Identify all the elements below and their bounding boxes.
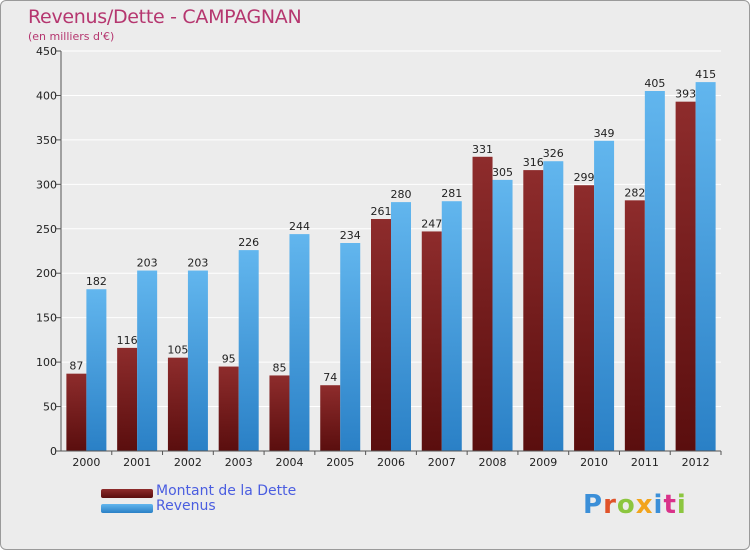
- value-label-debt-2003: 95: [222, 353, 236, 366]
- legend-label-debt: Montant de la Dette: [156, 483, 297, 499]
- logo-letter-4: i: [653, 490, 664, 520]
- x-tick-label-2002: 2002: [174, 456, 202, 469]
- y-tick-label-400: 400: [36, 89, 57, 102]
- value-label-revenue-2005: 234: [340, 229, 361, 242]
- value-label-revenue-2004: 244: [289, 220, 310, 233]
- value-label-revenue-2009: 326: [543, 147, 564, 160]
- bars: [66, 82, 716, 452]
- bar-debt-2008: [472, 156, 493, 451]
- bar-debt-2003: [218, 366, 239, 451]
- bar-revenue-2002: [187, 270, 208, 451]
- y-tick-label-150: 150: [36, 312, 57, 325]
- value-label-revenue-2003: 226: [238, 236, 259, 249]
- labels: 0 50 100 150 200 250 300 350 400 450 2000 87 182 2001…: [36, 45, 716, 469]
- value-label-debt-2000: 87: [69, 360, 83, 373]
- bar-debt-2012: [675, 101, 696, 452]
- bar-debt-2001: [117, 347, 138, 451]
- bar-debt-2004: [269, 375, 290, 451]
- value-label-revenue-2000: 182: [86, 275, 107, 288]
- value-label-debt-2002: 105: [167, 344, 188, 357]
- proxiti-logo: Proxiti: [583, 490, 687, 520]
- x-tick-label-2009: 2009: [529, 456, 557, 469]
- legend-label-revenue: Revenus: [156, 498, 216, 514]
- bar-revenue-2001: [137, 270, 158, 451]
- x-tick-label-2008: 2008: [479, 456, 507, 469]
- x-tick-label-2007: 2007: [428, 456, 456, 469]
- bar-revenue-2004: [289, 234, 310, 451]
- value-label-debt-2004: 85: [272, 361, 286, 374]
- x-tick-label-2010: 2010: [580, 456, 608, 469]
- bar-revenue-2000: [86, 289, 107, 451]
- logo-letter-3: x: [635, 490, 654, 520]
- y-tick-label-0: 0: [50, 445, 57, 458]
- value-label-revenue-2002: 203: [187, 257, 208, 270]
- bar-debt-2005: [320, 385, 341, 451]
- value-label-debt-2006: 261: [371, 205, 392, 218]
- bar-revenue-2012: [695, 82, 716, 451]
- value-label-revenue-2007: 281: [441, 187, 462, 200]
- logo-letter-5: t: [663, 490, 677, 520]
- value-label-debt-2010: 299: [574, 171, 595, 184]
- bar-debt-2006: [371, 219, 391, 451]
- legend-swatch-debt: [101, 489, 153, 498]
- y-tick-label-450: 450: [36, 45, 57, 58]
- y-tick-label-50: 50: [43, 401, 57, 414]
- x-tick-label-2000: 2000: [72, 456, 100, 469]
- x-tick-label-2003: 2003: [225, 456, 253, 469]
- value-label-debt-2011: 282: [624, 186, 645, 199]
- bar-revenue-2006: [391, 202, 411, 451]
- bar-debt-2009: [523, 170, 544, 451]
- value-label-debt-2005: 74: [323, 371, 337, 384]
- logo-letter-2: o: [616, 490, 636, 520]
- value-label-debt-2009: 316: [523, 156, 544, 169]
- bar-debt-2002: [167, 357, 188, 451]
- x-tick-label-2006: 2006: [377, 456, 405, 469]
- y-tick-label-300: 300: [36, 178, 57, 191]
- value-label-debt-2008: 331: [472, 143, 493, 156]
- bar-debt-2000: [66, 373, 87, 451]
- bar-revenue-2005: [340, 243, 361, 451]
- bar-revenue-2008: [492, 179, 513, 451]
- y-tick-label-100: 100: [36, 356, 57, 369]
- bar-revenue-2011: [644, 91, 665, 451]
- bar-revenue-2009: [543, 161, 564, 451]
- value-label-revenue-2006: 280: [391, 188, 412, 201]
- bar-revenue-2003: [238, 250, 259, 451]
- logo-letter-1: r: [603, 490, 617, 520]
- chart-title: Revenus/Dette - CAMPAGNAN: [28, 6, 302, 28]
- y-tick-label-250: 250: [36, 223, 57, 236]
- bar-debt-2011: [624, 200, 645, 451]
- bar-revenue-2010: [594, 140, 615, 451]
- value-label-revenue-2011: 405: [644, 77, 665, 90]
- bar-debt-2010: [574, 185, 595, 451]
- y-tick-label-200: 200: [36, 267, 57, 280]
- x-tick-label-2001: 2001: [123, 456, 151, 469]
- x-tick-label-2005: 2005: [326, 456, 354, 469]
- chart-subtitle: (en milliers d'€): [28, 30, 115, 43]
- axes: [56, 50, 722, 455]
- value-label-revenue-2012: 415: [695, 68, 716, 81]
- x-tick-label-2004: 2004: [275, 456, 303, 469]
- bar-revenue-2007: [441, 201, 462, 451]
- value-label-revenue-2001: 203: [137, 257, 158, 270]
- value-label-debt-2001: 116: [117, 334, 138, 347]
- logo-letter-0: P: [583, 490, 604, 520]
- x-tick-label-2011: 2011: [631, 456, 659, 469]
- legend-swatch-revenue: [101, 504, 153, 513]
- value-label-revenue-2008: 305: [492, 166, 513, 179]
- bar-debt-2007: [421, 231, 442, 451]
- logo-letter-6: i: [676, 490, 687, 520]
- value-label-revenue-2010: 349: [594, 127, 615, 140]
- value-label-debt-2007: 247: [421, 217, 442, 230]
- x-tick-label-2012: 2012: [682, 456, 710, 469]
- value-label-debt-2012: 393: [675, 88, 696, 101]
- y-tick-label-350: 350: [36, 134, 57, 147]
